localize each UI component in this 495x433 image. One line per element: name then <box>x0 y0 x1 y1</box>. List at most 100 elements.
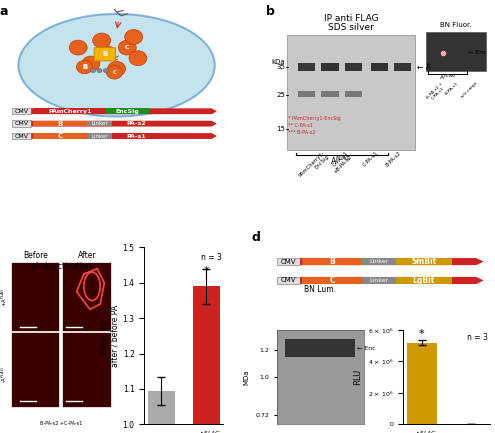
FancyArrow shape <box>31 108 217 114</box>
FancyBboxPatch shape <box>87 121 112 126</box>
Text: n = 3: n = 3 <box>201 253 222 262</box>
Text: C: C <box>329 276 335 285</box>
Text: *: * <box>419 330 425 339</box>
Circle shape <box>82 56 100 71</box>
Text: LgBit: LgBit <box>413 276 435 285</box>
Text: CMV: CMV <box>15 133 29 139</box>
Text: After: After <box>78 251 96 260</box>
Bar <box>456 423 486 424</box>
Circle shape <box>129 51 147 66</box>
Text: PA-s1: PA-s1 <box>126 133 146 139</box>
FancyBboxPatch shape <box>394 64 411 71</box>
Text: B: B <box>83 65 87 70</box>
FancyBboxPatch shape <box>362 277 396 284</box>
Circle shape <box>97 45 115 60</box>
Text: *: * <box>203 266 209 276</box>
Y-axis label: Fluor. int.
after / before PA: Fluor. int. after / before PA <box>100 305 120 367</box>
Text: w/o cargo: w/o cargo <box>460 81 478 99</box>
Text: ← Enc: ← Enc <box>468 50 487 55</box>
Text: Linker: Linker <box>369 278 389 283</box>
Text: B: B <box>57 121 63 126</box>
FancyBboxPatch shape <box>87 133 112 139</box>
Text: SDS silver: SDS silver <box>328 23 374 32</box>
FancyBboxPatch shape <box>371 64 388 71</box>
Text: ← Enc: ← Enc <box>357 346 375 351</box>
FancyBboxPatch shape <box>33 121 87 126</box>
FancyBboxPatch shape <box>321 64 339 71</box>
Text: Linker: Linker <box>91 133 108 139</box>
Text: C-PA-s1
+B-PA-s2: C-PA-s1 +B-PA-s2 <box>329 150 353 175</box>
FancyBboxPatch shape <box>12 120 31 127</box>
FancyBboxPatch shape <box>302 258 362 265</box>
Text: B-PA-s1: B-PA-s1 <box>445 81 459 96</box>
Text: EncSig: EncSig <box>115 109 139 114</box>
FancyBboxPatch shape <box>11 262 59 330</box>
Text: B-PA-s2: B-PA-s2 <box>385 150 402 168</box>
Y-axis label: RLU: RLU <box>353 369 362 385</box>
FancyBboxPatch shape <box>302 277 362 284</box>
Text: d: d <box>251 231 260 244</box>
Text: Before: Before <box>23 251 48 260</box>
Text: ** C-PA-s1: ** C-PA-s1 <box>289 123 313 128</box>
Text: ← A: ← A <box>417 62 432 71</box>
FancyBboxPatch shape <box>33 133 87 139</box>
FancyBboxPatch shape <box>112 121 159 126</box>
Text: 15: 15 <box>276 126 285 132</box>
FancyBboxPatch shape <box>11 333 59 407</box>
Text: 35: 35 <box>276 64 285 70</box>
Text: B-PA-s2 +
C-PA-s1: B-PA-s2 + C-PA-s1 <box>426 81 447 103</box>
Text: CMV: CMV <box>281 278 296 284</box>
Text: A$^{FLAG}$: A$^{FLAG}$ <box>330 155 351 167</box>
Circle shape <box>97 68 102 73</box>
FancyBboxPatch shape <box>396 277 451 284</box>
FancyArrow shape <box>31 133 217 139</box>
FancyBboxPatch shape <box>345 64 362 71</box>
Circle shape <box>118 40 136 55</box>
Text: -A$^{FLAG}$: -A$^{FLAG}$ <box>0 366 9 383</box>
Text: kDa: kDa <box>272 59 285 65</box>
Text: A$^{FLAG}$: A$^{FLAG}$ <box>439 73 456 82</box>
Text: SmBit: SmBit <box>411 257 437 266</box>
Text: PA-s2: PA-s2 <box>126 121 146 126</box>
FancyBboxPatch shape <box>112 133 159 139</box>
Text: CMV: CMV <box>15 109 29 114</box>
FancyBboxPatch shape <box>362 258 396 265</box>
Text: 25: 25 <box>276 92 285 98</box>
Bar <box>148 391 175 433</box>
Circle shape <box>103 68 108 73</box>
Text: BN Fluor.: BN Fluor. <box>440 22 472 28</box>
Text: B-PA-s2 +C-PA-s1: B-PA-s2 +C-PA-s1 <box>40 421 82 426</box>
Text: * PAmCherry1-EncSig: * PAmCherry1-EncSig <box>289 116 341 121</box>
Text: Linker: Linker <box>91 121 108 126</box>
Text: *** B-PA-s2: *** B-PA-s2 <box>289 130 316 135</box>
Bar <box>407 343 437 424</box>
Text: B: B <box>102 51 107 57</box>
Circle shape <box>125 29 143 45</box>
FancyBboxPatch shape <box>277 258 300 265</box>
FancyArrow shape <box>300 277 484 284</box>
FancyBboxPatch shape <box>321 91 339 97</box>
Text: Linker: Linker <box>369 259 389 264</box>
Bar <box>285 339 355 357</box>
FancyBboxPatch shape <box>298 91 315 97</box>
FancyBboxPatch shape <box>106 108 148 114</box>
Circle shape <box>106 66 123 79</box>
Text: PAmCherry1-
EncSig: PAmCherry1- EncSig <box>298 150 330 182</box>
Text: CMV: CMV <box>281 259 296 265</box>
Ellipse shape <box>18 14 215 116</box>
Text: photoactivation: photoactivation <box>31 262 92 271</box>
FancyBboxPatch shape <box>12 108 31 114</box>
Text: C: C <box>57 133 62 139</box>
FancyBboxPatch shape <box>62 333 110 407</box>
Circle shape <box>77 60 93 74</box>
Text: C: C <box>125 45 130 50</box>
Text: a: a <box>0 5 8 18</box>
FancyBboxPatch shape <box>396 258 451 265</box>
FancyArrow shape <box>300 258 484 265</box>
FancyBboxPatch shape <box>33 108 106 114</box>
FancyBboxPatch shape <box>345 91 362 97</box>
FancyBboxPatch shape <box>277 277 300 284</box>
FancyBboxPatch shape <box>94 48 115 61</box>
FancyBboxPatch shape <box>426 32 486 71</box>
Text: b: b <box>266 5 275 18</box>
